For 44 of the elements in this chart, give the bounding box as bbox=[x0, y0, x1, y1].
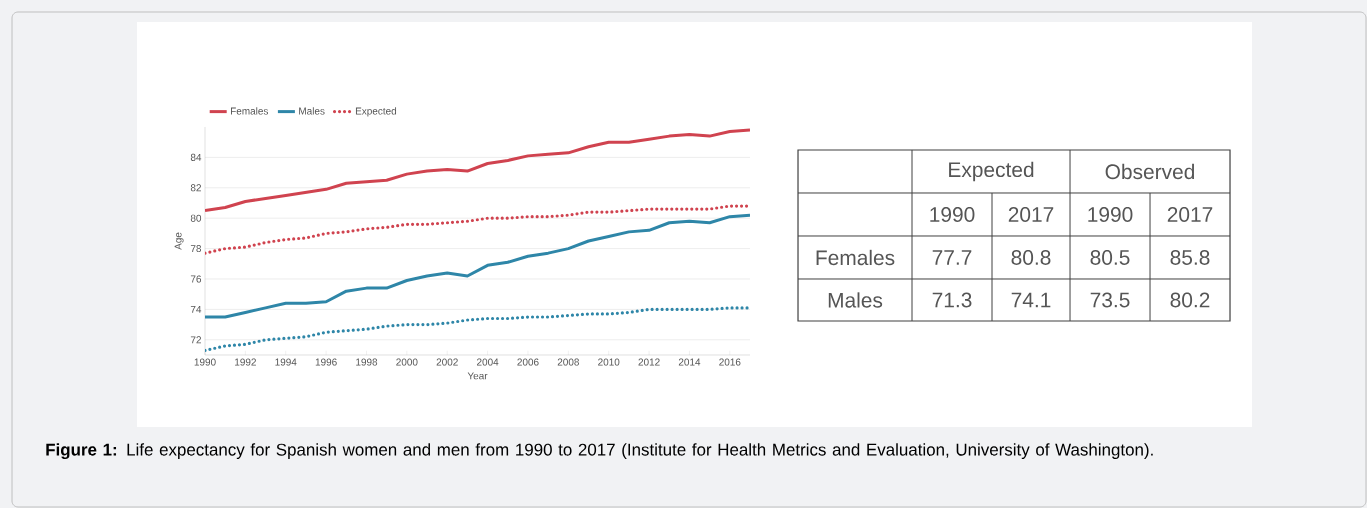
text: Expected bbox=[949, 161, 1034, 182]
x-tick-label: 2006 bbox=[517, 358, 539, 366]
text: 80.5 bbox=[1090, 250, 1130, 265]
x-tick-label: 2010 bbox=[598, 358, 620, 366]
y-tick-label: 72 bbox=[190, 336, 201, 344]
x-axis-title: Year bbox=[467, 372, 488, 380]
x-tick-label: 1990 bbox=[194, 358, 216, 366]
text: 80.2 bbox=[1170, 292, 1210, 308]
y-tick-label: 84 bbox=[190, 153, 202, 161]
text: 73.5 bbox=[1090, 292, 1130, 308]
y-tick-label: 76 bbox=[190, 275, 202, 283]
x-tick-label: 1994 bbox=[275, 358, 297, 366]
x-tick-label: 2004 bbox=[477, 358, 499, 366]
text: 74.1 bbox=[1011, 292, 1051, 308]
text: 85.8 bbox=[1170, 250, 1210, 265]
text: 77.7 bbox=[932, 250, 972, 265]
line-series bbox=[205, 213, 751, 319]
y-axis-title: Age bbox=[174, 232, 184, 250]
text: 2017 bbox=[1008, 207, 1054, 222]
text: 71.3 bbox=[932, 292, 972, 308]
text: 1990 bbox=[930, 207, 975, 222]
text: Figure 1: Life expectancy for Spanish women and men from 1990 to 2017 (Institute for Health Metrics and Evaluation, University of Washington). bbox=[46, 443, 1153, 460]
x-tick-label: 2012 bbox=[638, 358, 660, 366]
x-tick-label: 1992 bbox=[235, 358, 256, 366]
legend-label: Females bbox=[231, 107, 269, 115]
y-tick-label: 74 bbox=[190, 305, 202, 313]
text: Observed bbox=[1105, 163, 1195, 180]
x-tick-label: 1998 bbox=[356, 358, 378, 366]
x-tick-label: 2002 bbox=[436, 358, 458, 366]
x-tick-label: 2008 bbox=[557, 358, 579, 366]
text: Females bbox=[816, 249, 895, 266]
legend-label: Males bbox=[299, 107, 325, 115]
text: 1990 bbox=[1088, 207, 1133, 222]
x-tick-label: 2016 bbox=[719, 358, 741, 366]
legend-label: Expected bbox=[355, 107, 397, 117]
y-tick-label: 82 bbox=[190, 184, 201, 192]
text: 80.8 bbox=[1011, 250, 1051, 265]
text: Males bbox=[828, 292, 883, 308]
x-tick-label: 1996 bbox=[315, 358, 337, 366]
text: 2017 bbox=[1167, 207, 1213, 222]
x-tick-label: 2000 bbox=[396, 358, 418, 366]
y-tick-label: 80 bbox=[190, 214, 202, 222]
y-tick-label: 78 bbox=[190, 245, 202, 253]
x-tick-label: 2014 bbox=[678, 358, 701, 366]
